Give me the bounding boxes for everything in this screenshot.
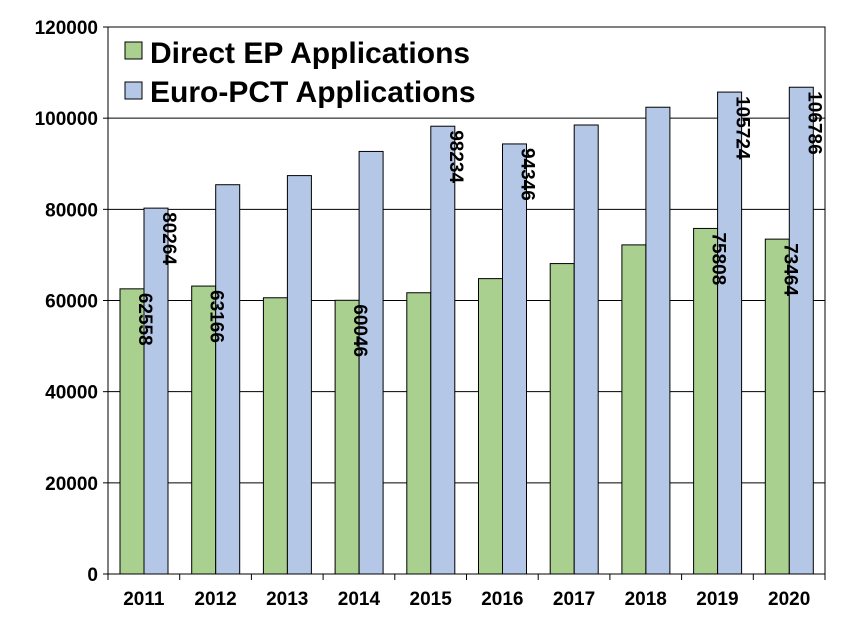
x-tick-label: 2018	[625, 589, 667, 610]
bar-direct-ep-2019	[693, 227, 719, 575]
data-label: 106786	[803, 91, 824, 154]
bar-euro-pct-2014	[358, 150, 384, 575]
legend: Direct EP Applications Euro-PCT Applicat…	[124, 37, 476, 109]
bar-euro-pct-2015	[430, 125, 456, 575]
bar-euro-pct-2012	[215, 184, 241, 575]
x-tick-label: 2012	[194, 589, 236, 610]
y-tick-label: 0	[87, 565, 98, 586]
data-label: 98234	[445, 130, 466, 183]
data-label: 105724	[732, 96, 753, 160]
x-tick-label: 2020	[768, 589, 810, 610]
bar-euro-pct-2018	[645, 106, 671, 575]
y-axis-ticks: 0 20000 40000 60000 80000 100000 120000	[35, 18, 108, 586]
x-axis-ticks: 2011 2012 2013 2014 2015 2016 2017 2018 2019 2020	[107, 574, 826, 610]
bar-direct-ep-2017	[549, 263, 575, 575]
bar-direct-ep-2014	[334, 299, 360, 575]
y-tick-label: 80000	[45, 200, 98, 221]
bar-direct-ep-2013	[262, 297, 288, 575]
y-tick-label: 120000	[35, 18, 98, 39]
bar-direct-ep-2018	[621, 244, 647, 575]
data-labels: 62558 80264 63166 60046 98234 94346 75808 10572…	[134, 91, 824, 357]
data-label: 94346	[517, 148, 538, 201]
data-label: 75808	[708, 232, 729, 285]
bar-euro-pct-2013	[286, 175, 312, 575]
y-tick-label: 20000	[45, 474, 98, 495]
legend-swatch-direct-ep	[124, 41, 143, 60]
y-tick-label: 40000	[45, 383, 98, 404]
bar-euro-pct-2016	[502, 143, 527, 575]
bar-euro-pct-2011	[143, 207, 169, 575]
data-label: 62558	[134, 293, 155, 346]
bar-direct-ep-2016	[478, 278, 503, 575]
x-tick-label: 2019	[696, 589, 738, 610]
x-tick-label: 2014	[338, 589, 381, 610]
bar-euro-pct-2019	[717, 91, 743, 575]
y-tick-label: 100000	[35, 109, 98, 130]
data-label: 63166	[206, 290, 227, 343]
y-tick-label: 60000	[45, 292, 98, 313]
data-label: 80264	[158, 212, 179, 265]
x-tick-label: 2013	[266, 589, 308, 610]
data-label: 73464	[779, 243, 800, 296]
x-tick-label: 2011	[123, 589, 165, 610]
bars	[119, 86, 814, 575]
bar-euro-pct-2020	[788, 86, 814, 575]
x-tick-label: 2017	[553, 589, 595, 610]
x-tick-label: 2016	[481, 589, 523, 610]
legend-swatch-euro-pct	[124, 81, 143, 100]
data-label: 60046	[349, 304, 370, 357]
legend-label-euro-pct: Euro-PCT Applications	[150, 76, 476, 109]
bar-euro-pct-2017	[573, 124, 599, 575]
legend-label-direct-ep: Direct EP Applications	[150, 37, 470, 70]
x-tick-label: 2015	[410, 589, 453, 610]
bar-direct-ep-2015	[406, 292, 432, 575]
